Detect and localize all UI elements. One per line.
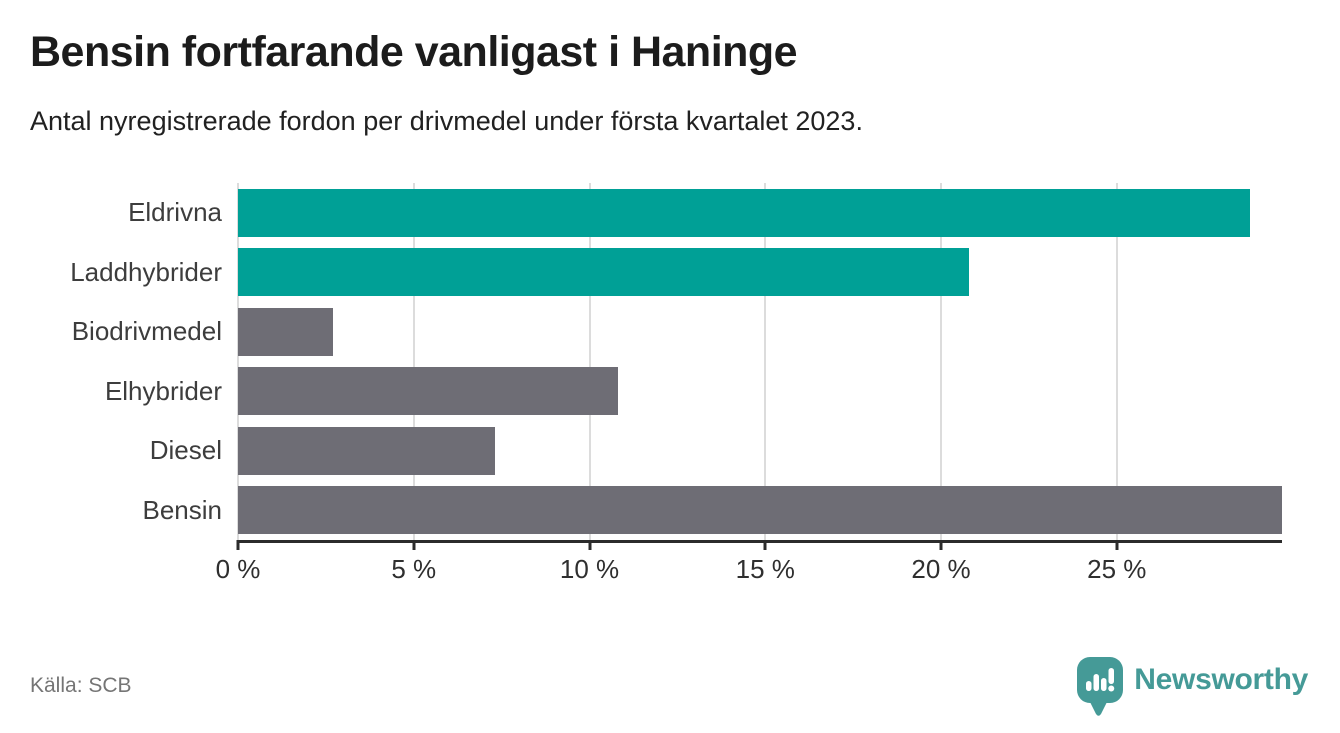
gridline	[237, 183, 239, 540]
brand-wordmark: Newsworthy	[1134, 663, 1308, 696]
axis-tick-label: 25 %	[1087, 554, 1147, 584]
axis-tick-label: 20 %	[911, 554, 971, 584]
bar-laddhybrider	[238, 248, 970, 297]
bar-chart: Eldrivna Laddhybrider Biodrivmedel Elhybrid…	[0, 183, 1340, 585]
axis-tick	[412, 540, 416, 550]
axis-tick-label: 0 %	[215, 554, 261, 584]
category-label: Biodrivmedel	[71, 316, 222, 346]
axis-tick-label: 5 %	[391, 554, 437, 584]
bar-row	[238, 481, 1282, 541]
axis-tick	[236, 540, 240, 550]
bar-rows	[238, 183, 1282, 540]
gridline	[1115, 183, 1118, 540]
chart-subtitle: Antal nyregistrerade fordon per drivmede…	[30, 106, 863, 136]
category-labels: Eldrivna Laddhybrider Biodrivmedel Elhybrid…	[0, 183, 222, 540]
newsworthy-logo: Newsworthy	[1076, 656, 1308, 718]
bar-elhybrider	[238, 367, 618, 416]
x-axis-tick-labels: 0 % 5 % 10 % 15 % 20 % 25 %	[216, 554, 1282, 586]
gridline	[588, 183, 591, 540]
bar-row	[238, 183, 1282, 243]
plot-area: 0 % 5 % 10 % 15 % 20 % 25 %	[216, 183, 1282, 584]
bar-row	[238, 362, 1282, 422]
bar-row	[238, 421, 1282, 481]
x-axis-ticks	[236, 540, 1282, 550]
bar-biodrivmedel	[238, 307, 333, 356]
chart-title: Bensin fortfarande vanligast i Haninge	[30, 28, 798, 76]
category-label: Laddhybrider	[70, 256, 222, 287]
newsworthy-bubble-bar-chart-icon	[1077, 657, 1124, 716]
axis-tick-label: 15 %	[735, 554, 795, 584]
axis-tick	[939, 540, 943, 550]
axis-tick	[763, 540, 767, 550]
bar-eldrivna	[238, 188, 1251, 237]
gridline	[412, 183, 415, 540]
gridlines	[237, 183, 1282, 540]
category-label: Bensin	[142, 494, 223, 525]
source-text: Källa: SCB	[30, 674, 132, 697]
axis-tick	[1115, 540, 1119, 550]
bar-diesel	[238, 426, 495, 475]
category-label: Elhybrider	[104, 375, 222, 406]
axis-tick-label: 10 %	[559, 554, 620, 584]
axis-tick	[588, 540, 591, 550]
bar-bensin	[238, 486, 1282, 535]
category-label: Eldrivna	[128, 197, 222, 227]
category-label: Diesel	[149, 435, 222, 465]
bar-row	[238, 302, 1282, 362]
bar-row	[238, 243, 1282, 303]
gridline	[940, 183, 943, 540]
x-axis-line	[238, 540, 1282, 543]
gridline	[764, 183, 767, 540]
